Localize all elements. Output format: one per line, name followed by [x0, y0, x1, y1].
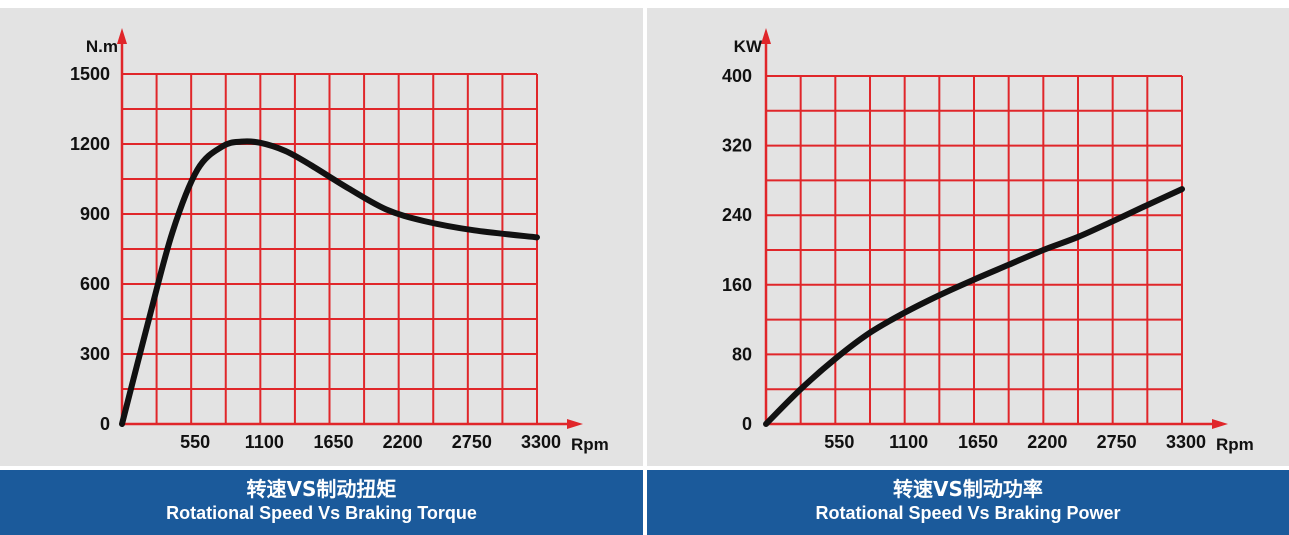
torque-x-tick-label: 1100: [245, 432, 284, 452]
torque-y-tick-label: 900: [80, 204, 110, 224]
torque-chart-panel: 0 300 600 900 1200 1500 550 1100 1650 2200 2750 330…: [0, 0, 643, 535]
torque-y-tick-label: 0: [100, 414, 110, 434]
torque-chart-subtitle: Rotational Speed Vs Braking Torque: [166, 503, 477, 523]
torque-y-tick-label: 1500: [70, 64, 110, 84]
torque-x-tick-label: 2200: [383, 432, 423, 452]
torque-y-tick-label: 300: [80, 344, 110, 364]
torque-grid: [121, 73, 538, 425]
torque-y-tick-label: 600: [80, 274, 110, 294]
power-y-axis-label: KW: [734, 37, 763, 56]
power-x-tick-label: 3300: [1166, 432, 1206, 452]
torque-series-line: [119, 138, 540, 427]
power-y-tick-label: 400: [722, 66, 752, 86]
power-x-tick-label: 1100: [889, 432, 928, 452]
power-x-tick-label: 2750: [1097, 432, 1137, 452]
torque-chart-title: 转速VS制动扭矩: [246, 477, 397, 501]
power-chart-caption: 转速VS制动功率 Rotational Speed Vs Braking Pow…: [647, 470, 1289, 535]
torque-y-axis-label: N.m: [86, 37, 118, 56]
torque-x-tick-label: 2750: [452, 432, 492, 452]
power-grid: [765, 75, 1183, 425]
torque-chart: 0 300 600 900 1200 1500 550 1100 1650 2200 2750 330…: [70, 28, 609, 454]
torque-y-axis-arrow: [117, 28, 127, 44]
power-x-axis-arrow: [1212, 419, 1228, 429]
torque-x-tick-label: 1650: [313, 432, 353, 452]
power-y-tick-label: 160: [722, 275, 752, 295]
power-chart-subtitle: Rotational Speed Vs Braking Power: [815, 503, 1121, 523]
power-y-tick-label: 0: [742, 414, 752, 434]
power-x-axis-label: Rpm: [1216, 435, 1254, 454]
power-chart: 0 80 160 240 320 400 550 1100 1650 2200 2750 3300 KW…: [722, 28, 1254, 454]
power-x-tick-label: 550: [824, 432, 854, 452]
power-y-axis-arrow: [761, 28, 771, 44]
power-series-line: [763, 186, 1185, 427]
torque-x-tick-label: 3300: [521, 432, 561, 452]
torque-x-tick-label: 550: [180, 432, 210, 452]
power-chart-title: 转速VS制动功率: [893, 477, 1043, 501]
power-y-tick-label: 320: [722, 136, 752, 156]
torque-chart-caption: 转速VS制动扭矩 Rotational Speed Vs Braking Tor…: [0, 470, 643, 535]
power-x-tick-label: 1650: [958, 432, 998, 452]
power-x-tick-label: 2200: [1027, 432, 1067, 452]
torque-x-axis-label: Rpm: [571, 435, 609, 454]
power-y-tick-label: 240: [722, 205, 752, 225]
torque-y-tick-label: 1200: [70, 134, 110, 154]
torque-x-axis-arrow: [567, 419, 583, 429]
power-chart-panel: 0 80 160 240 320 400 550 1100 1650 2200 2750 3300 KW…: [647, 0, 1289, 535]
power-y-tick-label: 80: [732, 344, 752, 364]
